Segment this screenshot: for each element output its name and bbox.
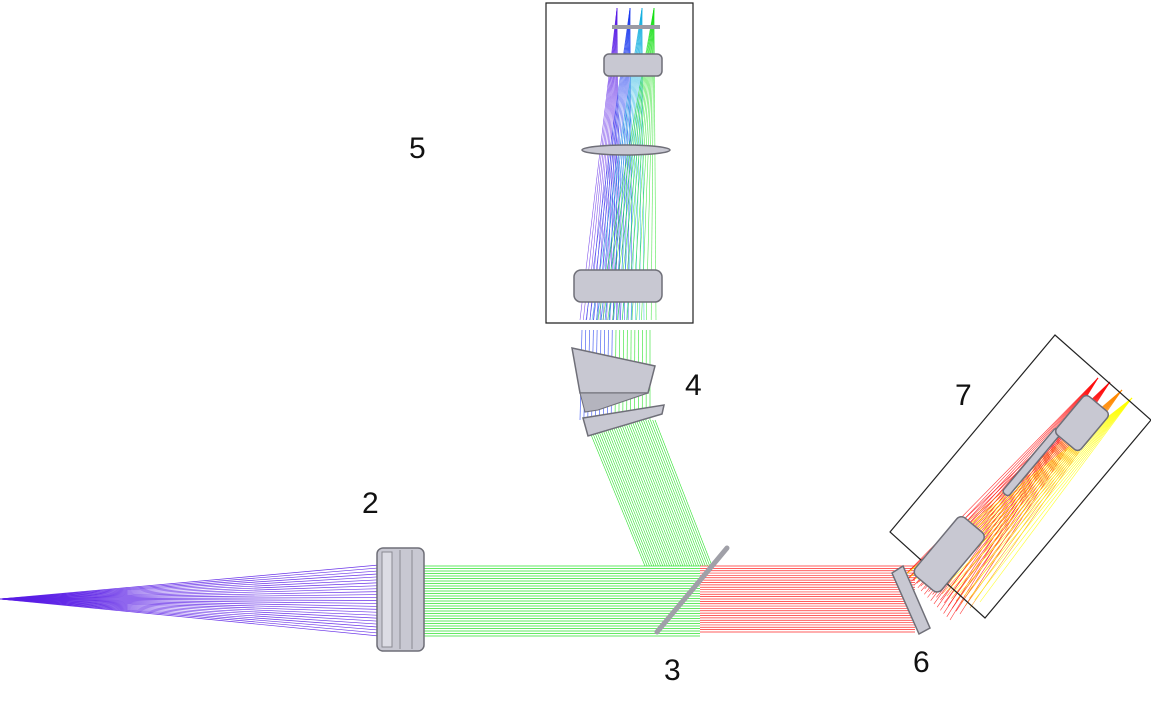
ray bbox=[601, 419, 661, 567]
ray bbox=[0, 598, 380, 637]
ray bbox=[958, 397, 1133, 595]
ray bbox=[645, 419, 704, 567]
ray bbox=[591, 419, 652, 567]
ray bbox=[0, 598, 380, 628]
label-component-2: 2 bbox=[362, 487, 379, 520]
ray bbox=[636, 419, 695, 567]
ray bbox=[0, 598, 380, 607]
lens-6 bbox=[891, 564, 931, 636]
ray bbox=[0, 598, 380, 604]
ray bbox=[979, 397, 1133, 603]
label-component-7: 7 bbox=[955, 379, 972, 412]
ray bbox=[594, 419, 655, 567]
ray bbox=[0, 576, 380, 600]
ray bbox=[0, 582, 380, 600]
ray bbox=[638, 419, 697, 567]
module-5-lenses bbox=[573, 25, 671, 303]
ray bbox=[0, 598, 380, 631]
module-5-box bbox=[545, 2, 694, 324]
ray bbox=[629, 419, 688, 567]
ray bbox=[647, 419, 706, 567]
ray bbox=[947, 397, 1133, 591]
ray bbox=[0, 598, 380, 622]
label-component-4: 4 bbox=[685, 369, 702, 402]
ray bbox=[615, 419, 675, 567]
ray bbox=[0, 588, 380, 600]
ray bbox=[0, 598, 380, 619]
ray bbox=[626, 419, 686, 567]
ray bbox=[633, 419, 693, 567]
ray bbox=[0, 579, 380, 600]
label-component-5: 5 bbox=[409, 132, 426, 165]
ray bbox=[603, 419, 664, 567]
ray bbox=[952, 397, 1133, 593]
ray bbox=[0, 598, 380, 625]
ray bbox=[0, 598, 380, 601]
ray bbox=[652, 419, 711, 567]
ray bbox=[643, 419, 702, 567]
ray bbox=[0, 570, 380, 600]
ray bbox=[0, 573, 380, 600]
ray bbox=[610, 419, 670, 567]
ray bbox=[619, 419, 679, 567]
ray bbox=[605, 419, 666, 567]
ray bbox=[587, 419, 648, 567]
ray bbox=[0, 598, 380, 613]
ray bbox=[974, 397, 1133, 601]
ray bbox=[612, 419, 673, 567]
ray bbox=[650, 419, 708, 567]
ray bbox=[608, 419, 668, 567]
module-7-box bbox=[889, 334, 1151, 619]
input-violet-beam bbox=[0, 564, 380, 637]
tilted-lens-group-4 bbox=[571, 347, 665, 437]
ray bbox=[969, 397, 1133, 599]
collimated-green-beam bbox=[424, 565, 700, 637]
ray bbox=[0, 585, 380, 600]
label-component-3: 3 bbox=[664, 654, 681, 687]
ray bbox=[0, 598, 380, 610]
ray bbox=[0, 564, 380, 600]
ray bbox=[631, 419, 690, 567]
ray bbox=[624, 419, 684, 567]
ray bbox=[0, 598, 380, 616]
ray bbox=[598, 419, 659, 567]
ray bbox=[596, 419, 657, 567]
ray bbox=[589, 419, 650, 567]
ray bbox=[0, 591, 380, 600]
collimator-lens-2 bbox=[376, 547, 425, 652]
ray bbox=[584, 419, 646, 567]
module-7-lenses bbox=[913, 394, 1110, 593]
ray bbox=[622, 419, 682, 567]
ray bbox=[0, 594, 380, 600]
ray bbox=[0, 597, 380, 600]
ray bbox=[0, 598, 380, 634]
ray bbox=[963, 397, 1133, 597]
ray bbox=[654, 419, 713, 567]
ray bbox=[0, 567, 380, 600]
ray bbox=[640, 419, 699, 567]
reflected-red-beam bbox=[700, 565, 915, 633]
ray bbox=[617, 419, 677, 567]
label-component-6: 6 bbox=[913, 646, 930, 679]
ray bbox=[942, 397, 1133, 589]
dichroic-mirror-3 bbox=[654, 545, 730, 635]
